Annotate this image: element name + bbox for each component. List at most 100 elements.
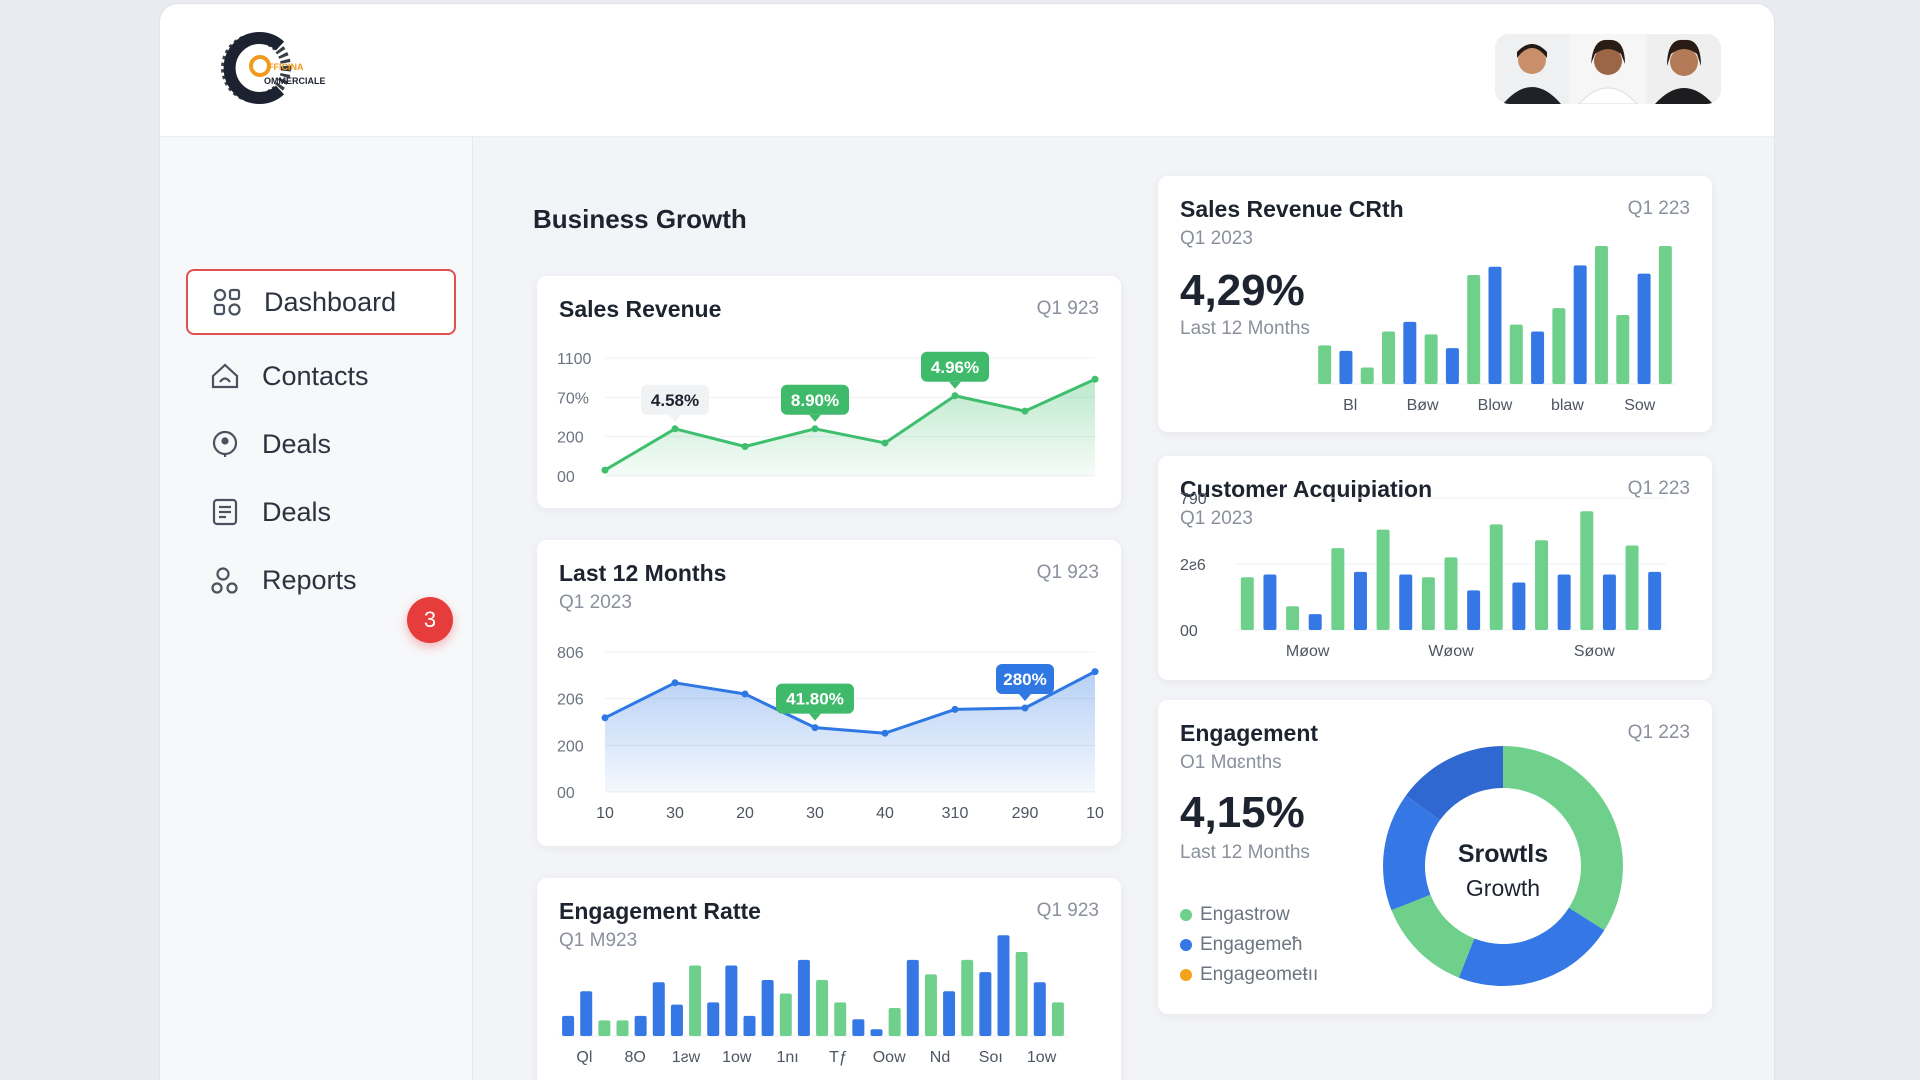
data-point: [741, 690, 749, 698]
brand-logo[interactable]: FFICINA OMMERCIALE: [220, 30, 350, 112]
document-icon: [208, 495, 242, 529]
x-tick-label: Wøow: [1428, 643, 1474, 660]
data-point: [1091, 668, 1099, 676]
callout-bubble: [776, 683, 854, 714]
card-period: Q1 223: [1627, 478, 1690, 499]
bar: [652, 982, 665, 1036]
card-engagement: Engagement Q1 223 O1 Mɑɛnths 4,15% Last …: [1158, 700, 1712, 1014]
x-tick-label: 20: [736, 805, 754, 822]
x-tick-label: 30: [666, 805, 684, 822]
bar: [1033, 982, 1046, 1036]
bar: [888, 1008, 901, 1036]
bar: [1602, 574, 1616, 630]
x-tick-label: Blow: [1478, 397, 1513, 414]
y-tick-label: 70%: [557, 390, 589, 407]
card-subtitle: Q1 2023: [1180, 228, 1253, 249]
donut-center-line1: Srowtls: [1458, 840, 1548, 868]
bar: [906, 959, 919, 1036]
x-tick-label: 1ow: [1027, 1049, 1057, 1066]
data-point: [951, 705, 959, 713]
card-title: Sales Revenue CRth: [1180, 196, 1404, 222]
sidebar-item-deals[interactable]: Deals: [186, 411, 456, 477]
x-tick-label: 290: [1012, 805, 1039, 822]
bar: [1467, 590, 1481, 630]
legend-item[interactable]: Engageomeŧıı: [1180, 960, 1318, 990]
sidebar-item-label: Dashboard: [264, 286, 397, 317]
card-sales-revenue: Sales Revenue Q1 923 1100 70% 200 00 4.58% 8.…: [537, 276, 1121, 508]
sales-revenue-crth-chart: Bl Bøw Blow blaw Sow: [1314, 246, 1676, 414]
bar: [670, 1004, 683, 1036]
bar: [961, 959, 974, 1036]
card-title: Sales Revenue: [559, 296, 722, 322]
card-subtitle: Q1 2023: [1180, 508, 1253, 529]
bar: [580, 991, 593, 1036]
bar: [1015, 952, 1028, 1036]
bar: [1263, 574, 1277, 630]
x-tick-label: 1nı: [776, 1049, 798, 1066]
y-tick-label: 806: [557, 645, 584, 662]
callout-label: 8.90%: [791, 391, 839, 410]
x-tick-label: 8O: [625, 1049, 646, 1066]
legend-item[interactable]: Engastrow: [1180, 900, 1318, 930]
team-avatars[interactable]: [1495, 34, 1721, 104]
card-period: Q1 923: [1036, 298, 1099, 319]
sidebar-item-deals-documents[interactable]: Deals: [186, 479, 456, 545]
bar: [743, 1015, 756, 1036]
callout-bubble: [921, 351, 989, 382]
donut-hole: [1426, 789, 1580, 943]
bar: [1403, 321, 1417, 384]
bar: [1445, 348, 1459, 384]
y-tick-label: 200: [557, 430, 584, 447]
bar: [1512, 582, 1526, 630]
sidebar-item-reports[interactable]: Reports: [186, 547, 456, 613]
legend-swatch: [1180, 909, 1192, 921]
bar: [1421, 577, 1435, 630]
notification-badge[interactable]: 3: [407, 597, 453, 643]
sidebar-item-label: Contacts: [262, 360, 369, 391]
headline-caption: Last 12 Months: [1180, 842, 1310, 863]
callout-bubble: [641, 384, 709, 415]
donut-slice: [1503, 746, 1623, 931]
y-tick-label: 2ƨ6: [1180, 557, 1206, 574]
callout-pointer: [809, 414, 821, 422]
bar: [616, 1020, 629, 1036]
x-tick-label: blaw: [1551, 397, 1584, 414]
x-tick-label: Sow: [1624, 397, 1656, 414]
avatar[interactable]: [1495, 34, 1569, 104]
bar: [1535, 540, 1549, 630]
bar: [1573, 265, 1587, 384]
data-point: [951, 392, 959, 400]
bar: [1552, 308, 1566, 384]
data-point: [1091, 375, 1099, 383]
x-tick-label: 40: [876, 805, 894, 822]
bar: [1376, 529, 1390, 630]
bar: [816, 980, 829, 1036]
legend-item[interactable]: Engagemeħ: [1180, 930, 1318, 960]
sidebar-item-label: Deals: [262, 496, 332, 527]
series-line: [604, 670, 1096, 735]
avatar[interactable]: [1571, 34, 1645, 104]
bar: [1382, 331, 1396, 384]
bar: [1286, 606, 1300, 630]
sidebar: Dashboard Contacts Deals: [160, 137, 473, 1080]
users-icon: [208, 563, 242, 597]
engagement-rate-chart: Ql 8O 1ƨw 1ow 1nı Tƒ Oow Nd Soı 1ow: [559, 935, 1067, 1066]
bar: [598, 1020, 611, 1036]
x-tick-label: Ql: [576, 1049, 592, 1066]
bar: [1318, 345, 1332, 384]
callout-label: 4.58%: [651, 391, 699, 410]
bar: [689, 965, 702, 1036]
card-period: Q1 923: [1036, 900, 1099, 921]
avatar[interactable]: [1647, 34, 1721, 104]
bar: [1594, 246, 1608, 384]
bar: [870, 1029, 883, 1036]
bar: [634, 1015, 647, 1036]
x-tick-label: Tƒ: [829, 1049, 848, 1066]
bar: [997, 935, 1010, 1036]
card-period: Q1 923: [1036, 562, 1099, 583]
sidebar-item-contacts[interactable]: Contacts: [186, 343, 456, 409]
sidebar-item-dashboard[interactable]: Dashboard: [186, 269, 456, 335]
bar: [1240, 577, 1254, 630]
bar: [1467, 274, 1481, 384]
card-sales-revenue-crth: Sales Revenue CRth Q1 223 Q1 2023 4,29% …: [1158, 176, 1712, 432]
